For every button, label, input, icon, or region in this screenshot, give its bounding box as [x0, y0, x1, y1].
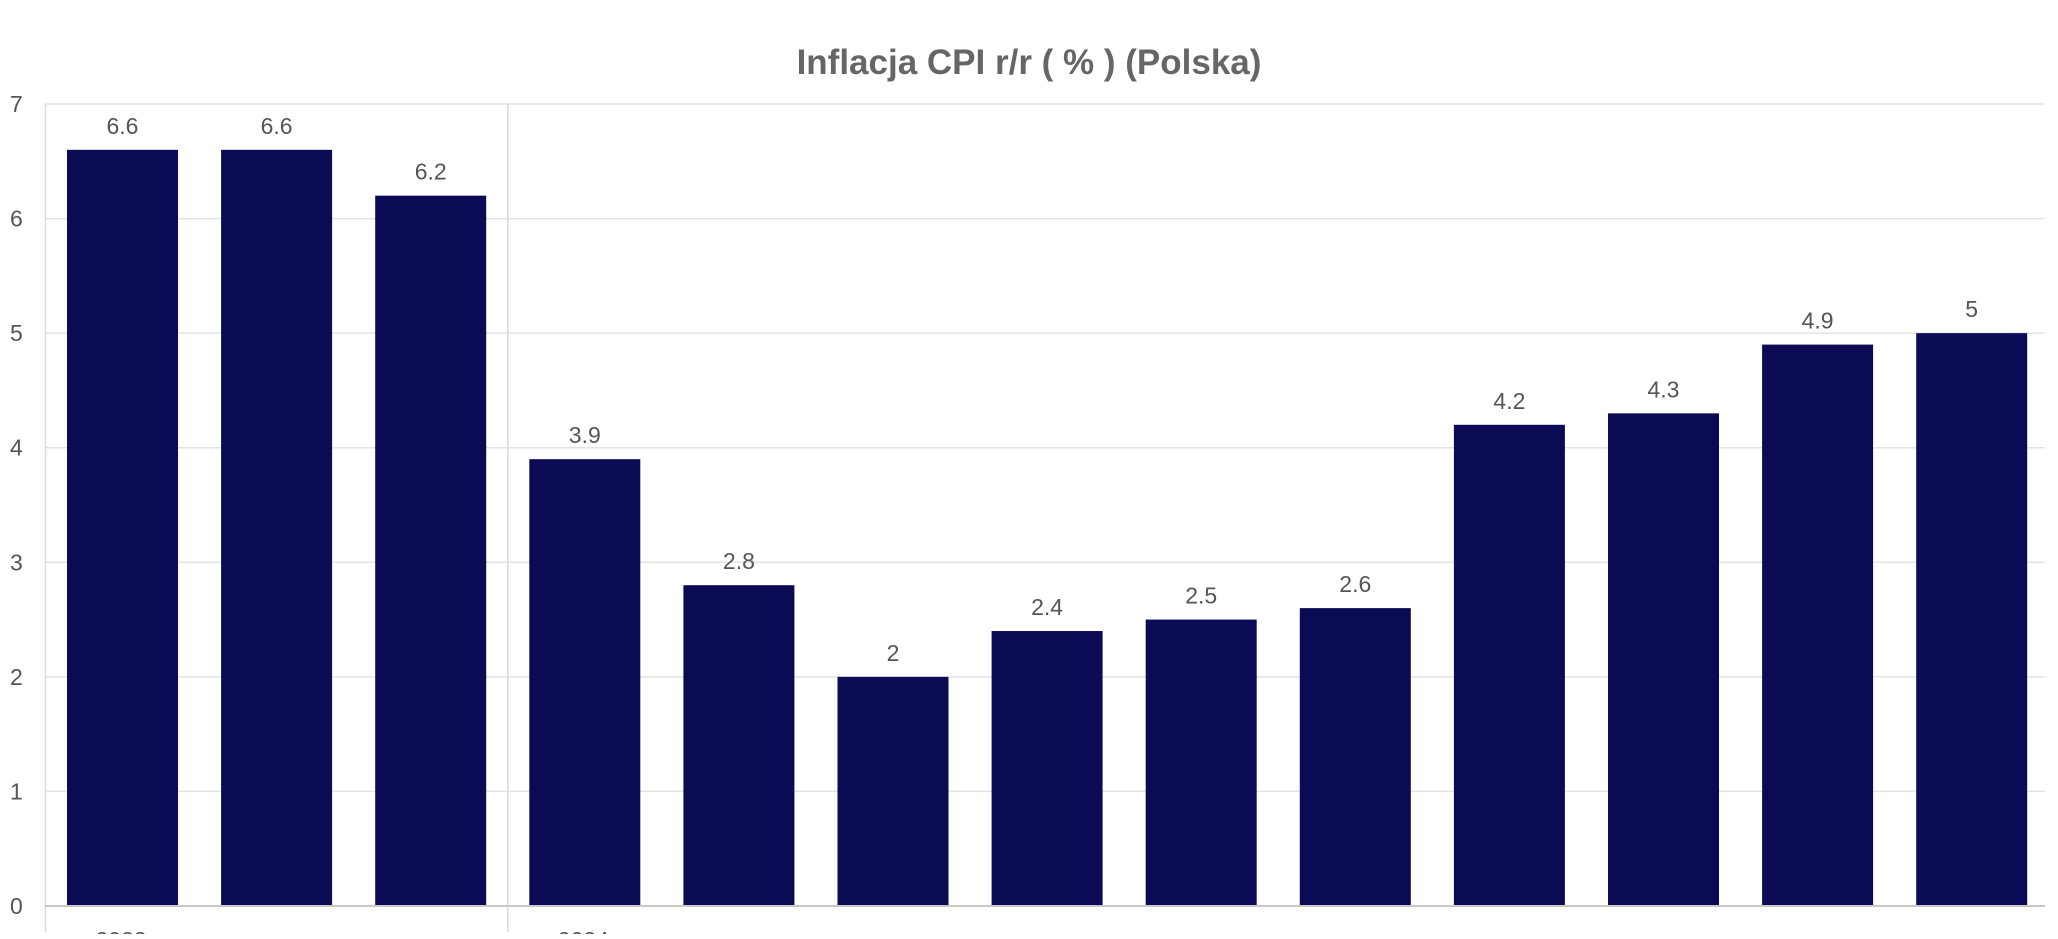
- bar: [529, 459, 641, 906]
- data-label: 4.2: [1493, 388, 1525, 414]
- y-tick-label: 7: [10, 91, 23, 117]
- data-label: 2.5: [1185, 583, 1217, 609]
- y-tick-label: 0: [10, 893, 23, 919]
- bars: [67, 149, 2028, 907]
- y-tick-label: 3: [10, 549, 23, 575]
- data-label: 6.6: [261, 113, 293, 139]
- data-label: 2.6: [1339, 571, 1371, 597]
- year-label: 2023: [96, 927, 147, 934]
- bar: [1299, 608, 1411, 906]
- y-tick-label: 6: [10, 206, 23, 232]
- data-label: 5: [1965, 296, 1978, 322]
- bar: [1145, 619, 1257, 906]
- data-label: 6.6: [107, 113, 139, 139]
- y-tick-label: 5: [10, 320, 23, 346]
- bar: [837, 676, 949, 906]
- bar: [221, 149, 333, 907]
- bar: [67, 149, 178, 907]
- x-axis-year-labels: 2023 2024: [96, 927, 610, 939]
- y-tick-label: 4: [10, 435, 23, 461]
- data-label: 6.2: [415, 159, 447, 185]
- data-label: 2: [887, 640, 900, 666]
- bar: [683, 585, 795, 906]
- bar: [991, 631, 1103, 906]
- y-axis-ticks: 0 1 2 3 4 5 6 7: [10, 91, 23, 919]
- chart-title: Inflacja CPI r/r ( % ) (Polska): [797, 43, 1262, 82]
- year-separators: [44, 104, 509, 932]
- bar: [1608, 413, 1719, 906]
- bar: [1916, 333, 2028, 907]
- bar: [1453, 424, 1565, 906]
- data-label: 4.3: [1648, 376, 1680, 402]
- bar: [375, 195, 487, 906]
- bar: [1762, 344, 1874, 907]
- data-label: 4.9: [1802, 308, 1834, 334]
- y-tick-label: 2: [10, 664, 23, 690]
- year-label: 2024: [558, 927, 609, 934]
- data-label: 2.4: [1031, 594, 1063, 620]
- data-labels: 6.6 6.6 6.2 3.9 2.8 2 2.4 2.5 2.6 4.2 4.3 4.9 5: [107, 113, 1979, 666]
- y-tick-label: 1: [10, 778, 23, 804]
- data-label: 3.9: [569, 422, 601, 448]
- data-label: 2.8: [723, 548, 755, 574]
